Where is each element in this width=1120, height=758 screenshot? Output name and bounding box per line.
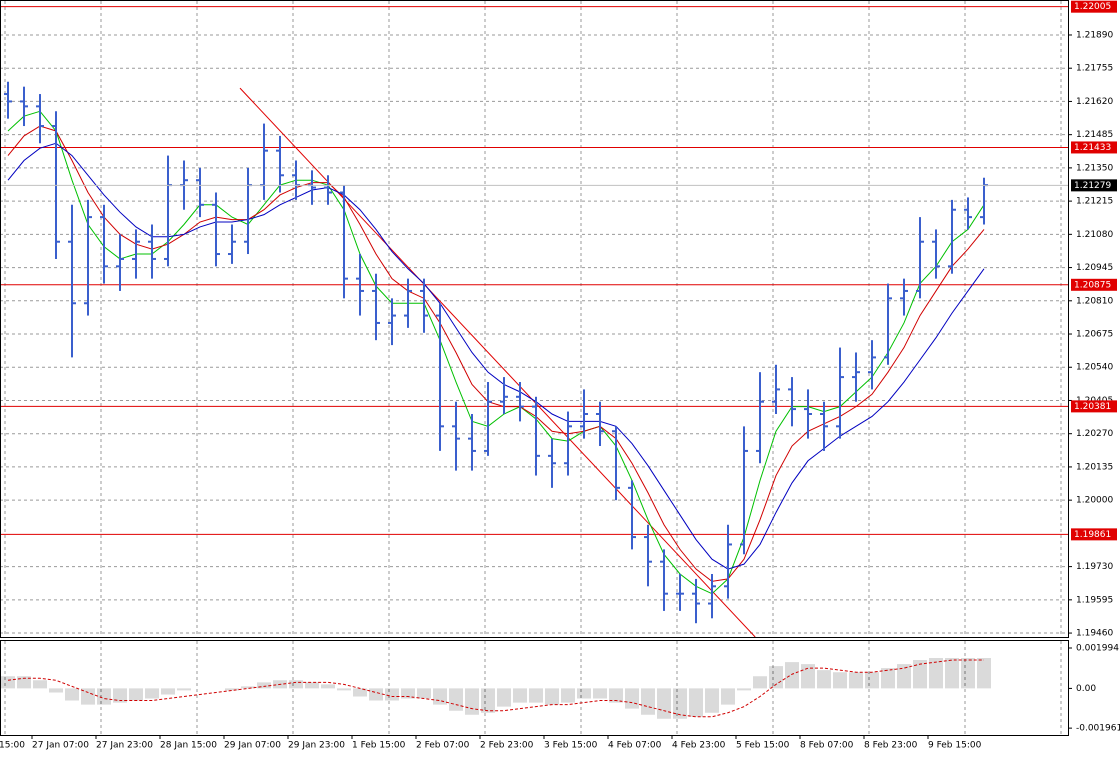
y-tick-label: 1.21620 [1076, 97, 1113, 107]
level-label-box [1071, 400, 1117, 413]
level-label-box [1071, 528, 1117, 541]
level-label: 1.19861 [1074, 530, 1111, 540]
x-tick-label: 4 Feb 23:00 [672, 741, 726, 751]
y-tick-label: 1.21215 [1076, 197, 1113, 207]
x-tick-label: 5 Feb 15:00 [736, 741, 790, 751]
x-tick-label: 9 Feb 15:00 [928, 741, 982, 751]
y-tick-label: 1.20810 [1076, 296, 1113, 306]
x-tick-label: 1 Feb 15:00 [352, 741, 406, 751]
plot [0, 6, 1068, 719]
y-tick-label: 1.19460 [1076, 629, 1113, 639]
level-label: 1.22005 [1074, 2, 1111, 12]
x-tick-label: 29 Jan 07:00 [224, 741, 281, 751]
y-tick-label: 1.21080 [1076, 230, 1113, 240]
x-tick-label: 3 Feb 15:00 [544, 741, 598, 751]
y-tick-label: 1.20945 [1076, 263, 1113, 273]
osc-y-tick-label: -0.001961 [1076, 724, 1120, 734]
y-tick-label: 1.21350 [1076, 163, 1113, 173]
moving-average [7, 110, 985, 595]
y-tick-label: 1.20540 [1076, 363, 1113, 373]
level-label: 1.21433 [1074, 143, 1111, 153]
x-tick-label: 8 Feb 23:00 [864, 741, 918, 751]
last-price-box [1071, 179, 1117, 192]
y-tick-label: 1.20000 [1076, 496, 1113, 506]
y-tick-label: 1.20270 [1076, 429, 1113, 439]
x-tick-label: 4 Feb 07:00 [608, 741, 662, 751]
last-price-label: 1.21279 [1074, 181, 1111, 191]
moving-average [7, 142, 985, 570]
level-label: 1.20381 [1074, 402, 1111, 412]
y-tick-label: 1.19595 [1076, 595, 1113, 605]
y-tick-label: 1.19730 [1076, 562, 1113, 572]
signal-line [7, 659, 984, 718]
oscillator-pane-border [0, 640, 1069, 736]
x-tick-label: 2 Feb 23:00 [480, 741, 534, 751]
level-label-box [1071, 0, 1117, 13]
x-tick-label: 29 Jan 23:00 [288, 741, 345, 751]
osc-y-tick-label: 0.001994 [1076, 644, 1119, 654]
level-label-box [1071, 278, 1117, 291]
x-tick-label: 27 Jan 23:00 [96, 741, 153, 751]
level-label-box [1071, 141, 1117, 154]
y-tick-label: 1.20135 [1076, 462, 1113, 472]
y-tick-label: 1.21755 [1076, 64, 1113, 74]
x-tick-label: 28 Jan 15:00 [160, 741, 217, 751]
moving-average [7, 125, 985, 582]
x-tick-label: 8 Feb 07:00 [800, 741, 854, 751]
y-tick-label: 1.20675 [1076, 330, 1113, 340]
level-label: 1.20875 [1074, 280, 1111, 290]
y-tick-label: 1.21485 [1076, 130, 1113, 140]
x-tick-label: 26 Jan 15:00 [0, 741, 25, 751]
osc-y-tick-label: 0.00 [1076, 684, 1096, 694]
trendline [239, 87, 756, 638]
x-tick-label: 27 Jan 07:00 [32, 741, 89, 751]
x-tick-label: 2 Feb 07:00 [416, 741, 470, 751]
grid [0, 1, 1068, 735]
main-pane-border [0, 0, 1069, 638]
y-tick-label: 1.21890 [1076, 30, 1113, 40]
